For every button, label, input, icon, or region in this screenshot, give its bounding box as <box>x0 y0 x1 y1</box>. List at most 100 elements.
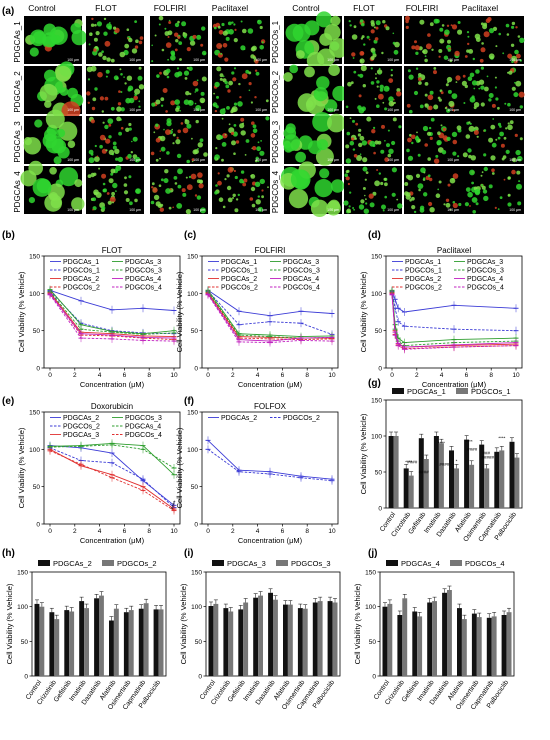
y-axis-label: Cell Viability (% Vehicle) <box>175 271 184 352</box>
bar-PDGCAs_1 <box>388 436 394 508</box>
y-tick-label: 0 <box>36 522 40 529</box>
cell-blob <box>231 140 236 146</box>
cell-blob <box>109 196 116 203</box>
cell-blob <box>250 101 253 104</box>
cell-blob <box>175 139 181 145</box>
cell-blob <box>34 119 43 128</box>
cell-blob <box>261 189 264 192</box>
bar-PDGCOs_4 <box>432 601 437 676</box>
cell-blob <box>186 184 193 191</box>
cell-blob <box>250 186 256 192</box>
cell-blob <box>67 140 76 148</box>
cell-blob <box>126 75 133 81</box>
cell-blob <box>497 208 500 211</box>
series-line <box>49 293 175 341</box>
cell-blob <box>155 158 159 162</box>
cell-blob <box>408 74 414 80</box>
y-tick-label: 100 <box>29 447 40 454</box>
cell-blob <box>406 148 410 153</box>
y-tick-label: 100 <box>371 434 382 441</box>
cell-blob <box>193 149 199 155</box>
cell-blob <box>447 183 451 187</box>
cell-blob <box>414 40 417 44</box>
cell-blob <box>445 83 449 87</box>
cell-blob <box>240 170 245 174</box>
cell-blob <box>105 75 108 78</box>
cell-blob <box>159 150 162 152</box>
legend-entry: PDGCOs_2 <box>63 285 100 292</box>
cell-blob <box>117 156 124 163</box>
legend-entry: PDGCOs_1 <box>63 268 100 275</box>
cell-blob <box>179 58 182 61</box>
cell-blob <box>61 101 81 121</box>
cell-blob <box>359 135 365 141</box>
cell-blob <box>386 143 390 148</box>
cell-blob <box>243 178 248 183</box>
cell-blob <box>120 91 123 93</box>
cell-blob <box>464 202 469 207</box>
cell-blob <box>247 28 254 34</box>
cell-blob <box>177 168 183 175</box>
cell-blob <box>115 157 119 161</box>
cell-blob <box>365 198 367 201</box>
cell-blob <box>388 78 394 83</box>
cell-blob <box>486 75 489 78</box>
cell-blob <box>369 202 375 208</box>
bar-PDGCOs_3 <box>213 603 219 676</box>
cell-blob <box>441 150 447 155</box>
cell-blob <box>89 32 93 36</box>
cell-blob <box>514 49 519 55</box>
cell-blob <box>362 157 368 163</box>
legend-entry: PDGCAs_3 <box>467 259 503 266</box>
cell-blob <box>261 195 264 199</box>
cell-blob <box>102 55 107 61</box>
bar-PDGCAs_3 <box>297 608 303 676</box>
significance-annotation: ##### <box>481 455 494 460</box>
bar-PDGCOs_2 <box>113 608 119 676</box>
cell-blob <box>88 157 95 164</box>
cell-blob <box>364 194 366 197</box>
legend-entry: PDGCAs_3 <box>125 259 161 266</box>
cell-blob <box>151 102 156 107</box>
cell-blob <box>289 64 299 74</box>
cell-blob <box>107 25 112 30</box>
cell-blob <box>505 149 510 154</box>
microscopy-tile: 100 μm <box>404 66 462 114</box>
cell-blob <box>195 119 199 124</box>
legend-entry: PDGCOs_2 <box>63 424 100 431</box>
cell-blob <box>452 202 458 209</box>
cell-blob <box>87 78 91 81</box>
series-PDGCOs_3 <box>389 287 519 350</box>
cell-blob <box>184 118 188 122</box>
series-PDGCOs_2 <box>205 445 335 485</box>
cell-blob <box>177 20 180 24</box>
cell-blob <box>501 157 505 161</box>
cell-blob <box>255 71 260 76</box>
bar-PDGCAs_4 <box>412 611 418 676</box>
cell-blob <box>488 137 494 143</box>
cell-blob <box>405 174 411 179</box>
cell-blob <box>430 117 435 122</box>
bar-PDGCAs_1 <box>418 438 424 508</box>
x-axis-label: Concentration (μM) <box>80 380 145 389</box>
cell-blob <box>427 94 434 101</box>
cell-blob <box>116 116 121 122</box>
cell-blob <box>470 155 476 161</box>
cell-blob <box>254 59 259 64</box>
cell-blob <box>185 91 190 96</box>
cell-blob <box>165 110 168 113</box>
cell-blob <box>511 55 517 62</box>
y-tick-label: 0 <box>378 366 382 373</box>
cell-blob <box>507 176 511 180</box>
cell-blob <box>112 182 118 189</box>
cell-blob <box>174 182 178 185</box>
cell-blob <box>316 11 332 28</box>
cell-blob <box>516 183 522 190</box>
bar-PDGCAs_2 <box>153 609 159 676</box>
cell-blob <box>128 122 132 127</box>
cell-blob <box>56 128 66 138</box>
chart-title: FLOT <box>102 246 123 255</box>
cell-blob <box>151 186 154 189</box>
cell-blob <box>107 200 112 205</box>
